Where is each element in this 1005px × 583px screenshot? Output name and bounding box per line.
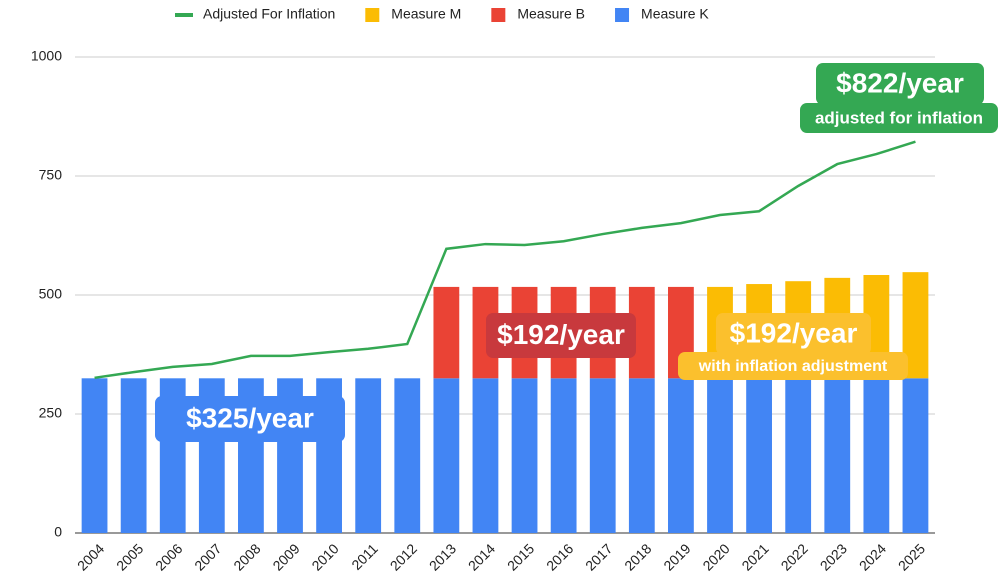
annotation: $325/year xyxy=(186,402,314,433)
x-tick-label: 2008 xyxy=(230,540,263,573)
x-tick-label: 2009 xyxy=(269,540,302,573)
bar xyxy=(472,378,499,533)
bar xyxy=(433,286,460,379)
bar xyxy=(785,378,812,533)
bar xyxy=(120,378,147,533)
bar xyxy=(394,378,421,533)
annotation-box xyxy=(678,352,908,380)
annotation: $822/year xyxy=(836,67,964,98)
y-tick-label: 750 xyxy=(39,167,63,183)
x-tick-label: 2020 xyxy=(699,540,732,573)
bar xyxy=(824,378,851,533)
y-tick-label: 0 xyxy=(54,524,62,540)
bar xyxy=(589,378,616,533)
y-tick-label: 500 xyxy=(39,286,63,302)
x-tick-label: 2006 xyxy=(152,540,185,573)
x-tick-label: 2005 xyxy=(113,540,146,573)
x-tick-label: 2021 xyxy=(738,540,771,573)
legend-swatch xyxy=(175,13,193,17)
annotation-box xyxy=(486,313,636,358)
y-tick-label: 1000 xyxy=(31,48,62,64)
bar xyxy=(902,378,929,533)
annotation-box xyxy=(816,63,984,105)
bar xyxy=(628,378,655,533)
bar xyxy=(550,378,577,533)
legend-swatch xyxy=(615,8,630,22)
bar xyxy=(746,378,772,533)
x-tick-label: 2004 xyxy=(74,540,107,573)
annotation-box xyxy=(716,313,871,355)
annotation-box xyxy=(800,103,998,133)
x-tick-label: 2018 xyxy=(621,540,654,573)
x-tick-label: 2019 xyxy=(660,540,693,573)
x-tick-label: 2017 xyxy=(582,540,615,573)
annotation: $192/year xyxy=(497,319,625,350)
x-tick-label: 2007 xyxy=(191,540,224,573)
legend-label: Measure M xyxy=(391,6,461,22)
line xyxy=(94,140,916,380)
x-tick-label: 2010 xyxy=(308,540,341,573)
y-tick-label: 250 xyxy=(39,405,63,421)
bar xyxy=(863,378,890,533)
x-tick-label: 2012 xyxy=(387,540,420,573)
annotation-box xyxy=(155,396,345,442)
x-tick-label: 2015 xyxy=(504,540,537,573)
bar xyxy=(668,378,694,533)
bar xyxy=(707,378,733,533)
bar xyxy=(81,378,108,533)
x-tick-label: 2022 xyxy=(778,540,811,573)
bar xyxy=(433,378,460,533)
legend-label: Adjusted For Inflation xyxy=(203,6,335,22)
x-tick-label: 2014 xyxy=(465,540,498,573)
legend-label: Measure K xyxy=(641,6,709,22)
x-tick-label: 2024 xyxy=(856,540,889,573)
bar xyxy=(511,378,538,533)
legend-swatch xyxy=(365,8,380,22)
legend-label: Measure B xyxy=(517,6,585,22)
x-tick-label: 2013 xyxy=(426,540,459,573)
annotation: with inflation adjustment xyxy=(698,358,888,375)
x-tick-label: 2011 xyxy=(348,540,381,573)
annotation: adjusted for inflation xyxy=(815,108,983,127)
x-tick-label: 2023 xyxy=(817,540,850,573)
x-tick-label: 2025 xyxy=(895,540,928,573)
annotation: $192/year xyxy=(730,317,858,348)
bar xyxy=(355,378,382,533)
x-tick-label: 2016 xyxy=(543,540,576,573)
legend-swatch xyxy=(491,8,506,22)
